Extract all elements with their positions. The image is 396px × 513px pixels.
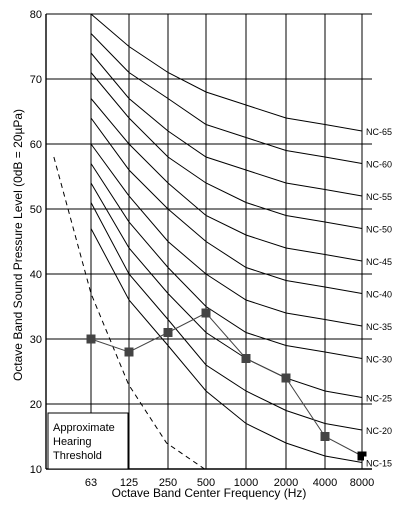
y-tick-label: 20	[30, 399, 42, 411]
nc-curve	[90, 98, 363, 262]
hearing-threshold	[53, 156, 205, 470]
curve-label: NC-20	[366, 426, 392, 436]
curve-label: NC-15	[366, 459, 392, 469]
curve-label-bg	[364, 352, 394, 365]
x-tick-label: 2000	[274, 477, 298, 489]
measured-point	[201, 308, 211, 318]
nc-curve	[90, 13, 363, 132]
curve-label-bg	[364, 222, 394, 235]
y-tick-label: 50	[30, 204, 42, 216]
measured-point	[281, 373, 291, 383]
curve-label-bg	[364, 424, 394, 436]
y-tick-label: 60	[30, 139, 42, 151]
grid	[46, 13, 372, 470]
curve-label: NC-35	[366, 322, 392, 332]
nc-curve	[90, 143, 363, 327]
y-tick-label: 80	[30, 9, 42, 21]
curve-label: NC-65	[366, 127, 392, 137]
measured-point	[86, 334, 96, 344]
curve-label-bg	[364, 125, 394, 137]
curve-label: NC-45	[366, 257, 392, 267]
nc-curve	[90, 33, 363, 164]
x-tick-label: 1000	[234, 477, 258, 489]
y-tick-label: 40	[30, 269, 42, 281]
y-tick-label: 10	[30, 464, 42, 476]
curve-label: NC-40	[366, 290, 392, 300]
curve-label-bg	[364, 456, 394, 469]
x-tick-label: 8000	[350, 477, 374, 489]
nc-curve	[90, 52, 363, 197]
x-tick-label: 63	[85, 477, 97, 489]
nc-curve	[90, 182, 363, 398]
nc-curve	[90, 117, 363, 294]
threshold-label-line: Hearing	[53, 436, 92, 448]
nc-curve	[90, 163, 363, 359]
y-axis-label: Octave Band Sound Pressure Level (0dB = …	[11, 109, 25, 381]
x-axis-label: Octave Band Center Frequency (Hz)	[112, 486, 307, 500]
curve-label-bg	[364, 320, 394, 332]
nc-curve	[90, 202, 363, 431]
x-tick-label: 125	[120, 477, 138, 489]
threshold-box	[47, 412, 129, 470]
curve-labels: NC-15 NC-20 NC-25 NC-30 NC-35 NC-40 NC-45 NC-50…	[364, 125, 394, 469]
curve-label: NC-25	[366, 394, 392, 404]
x-tick-label: 4000	[313, 477, 337, 489]
nc-curve	[90, 72, 363, 229]
measured-spectrum	[86, 308, 367, 461]
y-tick-label: 30	[30, 334, 42, 346]
threshold-label-box: Approximate Hearing Threshold	[47, 412, 129, 470]
curve-label-bg	[364, 190, 394, 202]
x-tick-label: 250	[159, 477, 177, 489]
threshold-curve	[53, 156, 205, 470]
curve-label: NC-50	[366, 225, 392, 235]
nc-curve	[90, 228, 363, 463]
measured-line	[90, 312, 363, 457]
measured-point	[124, 347, 134, 357]
measured-point	[163, 328, 173, 337]
curve-label-bg	[364, 157, 394, 170]
curve-label: NC-30	[366, 355, 392, 365]
measured-point	[357, 451, 367, 461]
curve-label: NC-55	[366, 192, 392, 202]
curve-label: NC-60	[366, 160, 392, 170]
curve-label-bg	[364, 391, 394, 404]
measured-point	[320, 432, 330, 441]
threshold-label-line: Approximate	[53, 422, 115, 434]
measured-point	[241, 354, 251, 363]
nc-curves	[90, 13, 363, 463]
curve-label-bg	[364, 255, 394, 267]
threshold-label-line: Threshold	[53, 450, 102, 462]
curve-label-bg	[364, 287, 394, 300]
y-tick-label: 70	[30, 74, 42, 86]
x-tick-label: 500	[197, 477, 215, 489]
